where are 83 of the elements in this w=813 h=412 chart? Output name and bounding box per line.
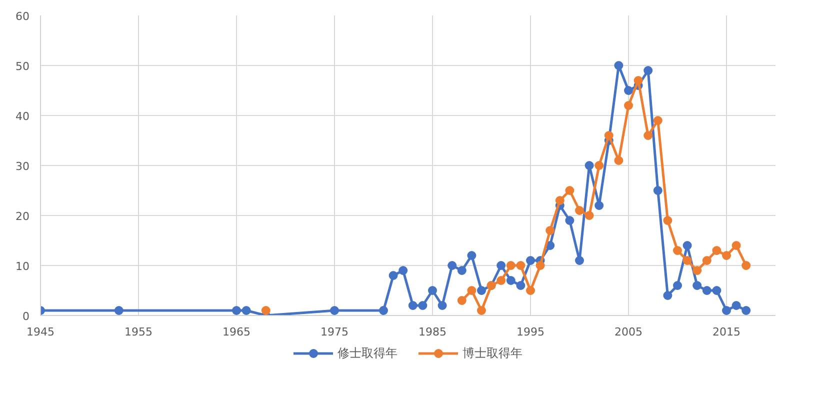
point (506, 276, 516, 285)
y-tick-label: 60 (16, 10, 30, 23)
point (379, 306, 388, 315)
point (682, 256, 692, 265)
point (742, 261, 751, 270)
y-tick-label: 0 (22, 310, 30, 323)
point (232, 306, 241, 315)
y-tick-label: 20 (16, 210, 30, 223)
point (565, 186, 574, 195)
point (702, 286, 712, 295)
point (526, 256, 535, 265)
y-tick-label: 30 (16, 160, 30, 173)
point (575, 206, 584, 215)
point (644, 66, 653, 75)
point (477, 306, 486, 315)
point (546, 226, 555, 235)
x-tick-label: 2005 (614, 326, 643, 338)
point (467, 251, 476, 260)
point (584, 161, 594, 170)
point (555, 196, 564, 205)
x-tick-label: 1955 (124, 326, 153, 338)
x-tick-label: 1985 (418, 326, 447, 338)
point (732, 301, 741, 310)
point (477, 286, 486, 295)
point (496, 261, 506, 270)
point (702, 256, 712, 265)
point (594, 201, 604, 210)
point (516, 281, 526, 290)
point (732, 241, 741, 250)
x-tick-label: 1975 (320, 326, 349, 338)
x-tick-label: 1965 (222, 326, 251, 338)
point (692, 266, 702, 275)
point (712, 246, 722, 255)
point (663, 291, 672, 300)
point (682, 241, 692, 250)
legend-label: 修士取得年 (338, 344, 398, 362)
x-tick-label: 1945 (26, 326, 55, 338)
point (467, 286, 476, 295)
point (526, 286, 535, 295)
point (242, 306, 251, 315)
point (742, 306, 751, 315)
point (663, 216, 672, 225)
point (536, 261, 545, 270)
x-tick-label: 2015 (712, 326, 741, 338)
point (614, 156, 624, 165)
point (516, 261, 526, 270)
point (653, 186, 662, 195)
point (398, 266, 408, 275)
point (584, 211, 594, 220)
point (673, 246, 682, 255)
y-tick-label: 10 (16, 260, 30, 273)
point (722, 306, 731, 315)
point (418, 301, 428, 310)
point (673, 281, 682, 290)
point (575, 256, 584, 265)
point (496, 276, 506, 285)
point (634, 76, 643, 85)
point (457, 296, 466, 305)
point (614, 61, 624, 70)
point (438, 301, 447, 310)
point (712, 286, 722, 295)
point (565, 216, 574, 225)
point (692, 281, 702, 290)
y-tick-label: 40 (16, 110, 30, 123)
y-tick-label: 50 (16, 60, 30, 73)
point (506, 261, 516, 270)
point (330, 306, 339, 315)
point (594, 161, 604, 170)
point (388, 271, 398, 280)
legend-label: 博士取得年 (462, 344, 522, 362)
point (624, 101, 633, 110)
point (114, 306, 124, 315)
point (448, 261, 457, 270)
point (644, 131, 653, 140)
point (428, 286, 437, 295)
point (604, 131, 614, 140)
point (624, 86, 633, 95)
point (261, 306, 270, 315)
point (653, 116, 662, 125)
point (457, 266, 466, 275)
point (408, 301, 418, 310)
point (722, 251, 731, 260)
x-tick-label: 1995 (516, 326, 545, 338)
